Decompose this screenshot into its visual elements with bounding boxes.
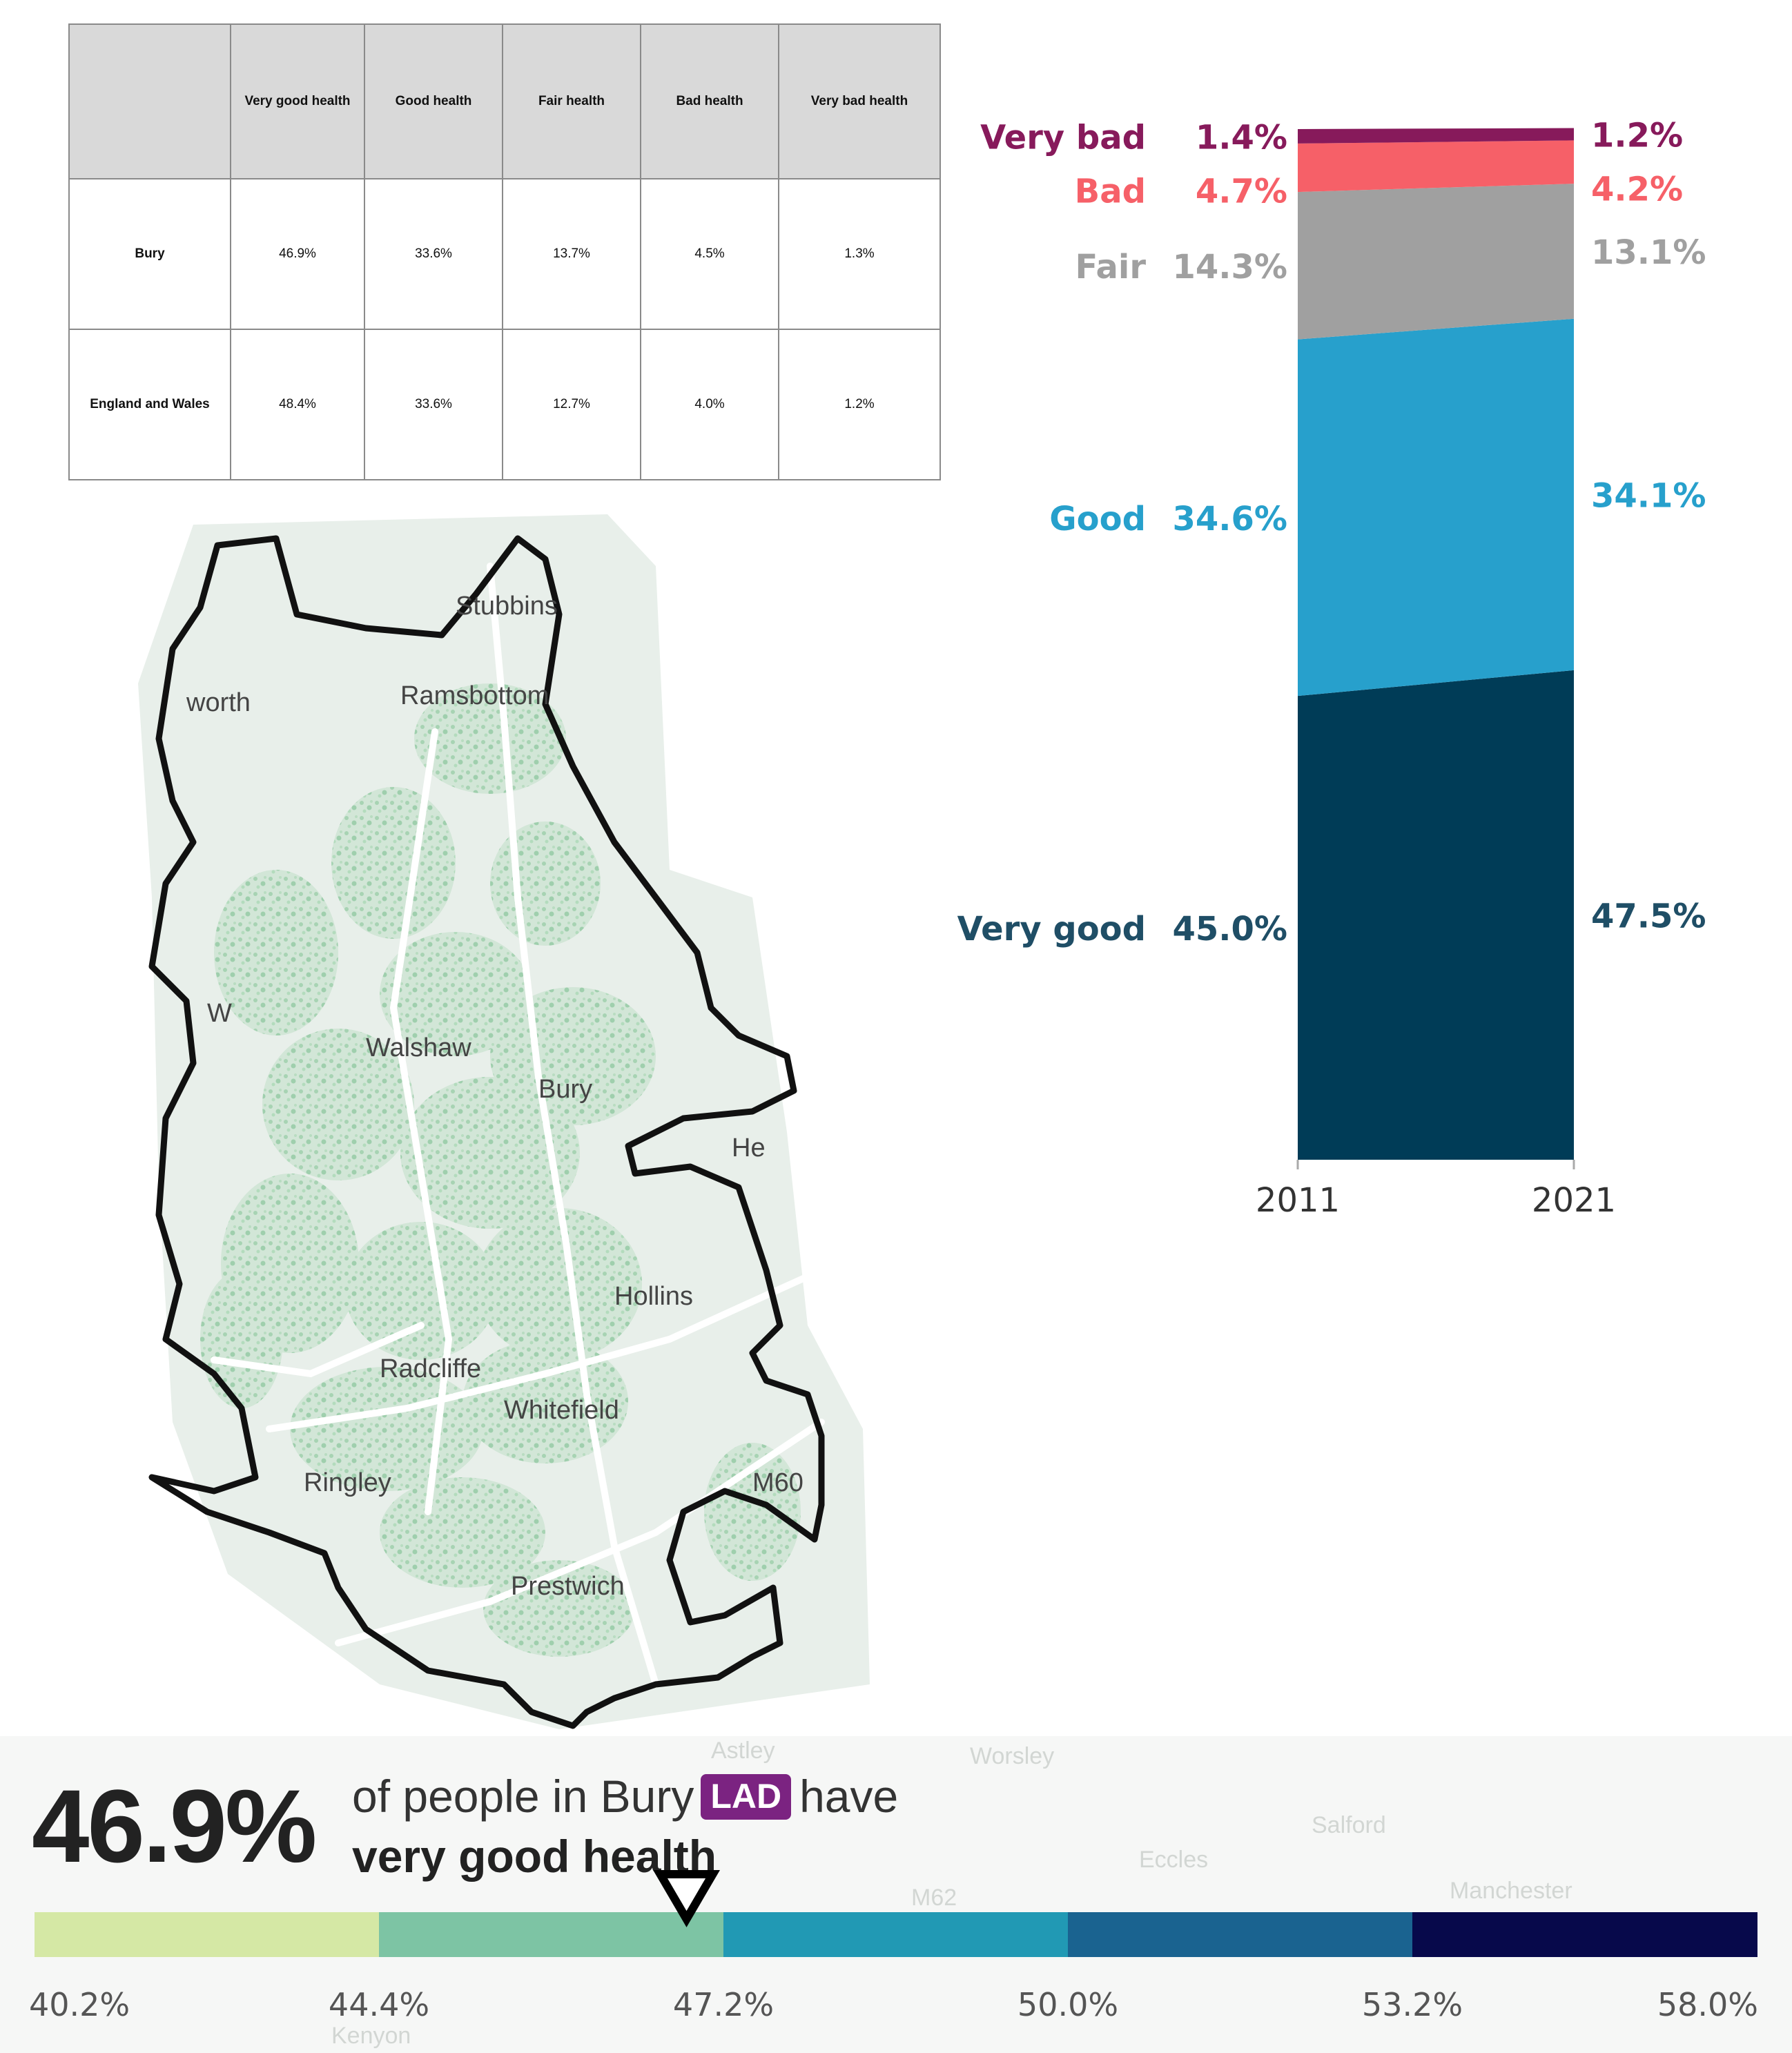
series-name-label: Very good <box>957 910 1146 948</box>
place-label: Ringley <box>304 1468 391 1497</box>
place-label: M60 <box>752 1468 804 1497</box>
table-cell: 33.6% <box>364 178 503 330</box>
table-cell: 12.7% <box>502 329 641 480</box>
headline-suffix: have <box>799 1771 899 1822</box>
place-label: Bury <box>538 1075 592 1104</box>
health-stacked-chart: Very bad 1.4% 1.2% Bad 4.7% 4.2% Fair 14.3% 13.1… <box>957 116 1706 1220</box>
table-row: Bury 46.9% 33.6% 13.7% 4.5% 1.3% <box>68 178 941 330</box>
column-header <box>68 23 231 179</box>
headline-prefix: of people in Bury <box>352 1771 694 1822</box>
value-label-2021: 4.2% <box>1591 170 1683 208</box>
legend-bin <box>723 1912 1069 1957</box>
value-label-2011: 34.6% <box>1172 500 1287 538</box>
column-header: Very bad health <box>778 23 941 179</box>
choropleth-legend: 40.2% 44.4% 47.2% 50.0% 53.2% 58.0% <box>29 1870 1758 2023</box>
background-place-label: Worsley <box>970 1743 1055 1769</box>
row-header: England and Wales <box>68 329 231 480</box>
value-label-2021: 47.5% <box>1591 897 1706 935</box>
area-band <box>1298 670 1574 1160</box>
column-header: Bad health <box>640 23 779 179</box>
value-label-2011: 1.4% <box>1196 118 1287 157</box>
legend-break-label: 47.2% <box>673 1986 774 2023</box>
headline-text: of people in Bury LAD have <box>352 1769 898 1824</box>
background-place-label: Salford <box>1312 1812 1386 1838</box>
legend-bin <box>1068 1912 1413 1957</box>
place-label: Prestwich <box>511 1572 625 1601</box>
table-cell: 1.2% <box>778 329 941 480</box>
place-label: worth <box>186 688 251 717</box>
background-place-label: Kenyon <box>331 2023 411 2049</box>
place-label: W <box>207 999 232 1028</box>
place-label: Stubbins <box>456 592 558 621</box>
place-label: Hollins <box>614 1282 693 1311</box>
table-cell: 4.5% <box>640 178 779 330</box>
series-name-label: Very bad <box>980 118 1146 157</box>
column-header: Very good health <box>230 23 365 179</box>
legend-break-label: 58.0% <box>1657 1986 1758 2023</box>
table-cell: 13.7% <box>502 178 641 330</box>
place-label: Radcliffe <box>380 1354 481 1383</box>
legend-bin <box>1412 1912 1757 1957</box>
x-tick-label: 2011 <box>1256 1181 1340 1220</box>
column-header: Fair health <box>502 23 641 179</box>
value-label-2011: 45.0% <box>1172 910 1287 948</box>
legend-break-label: 53.2% <box>1362 1986 1463 2023</box>
place-label: Whitefield <box>504 1396 619 1425</box>
area-band <box>1298 140 1574 193</box>
value-label-2011: 14.3% <box>1172 248 1287 286</box>
place-label: He <box>732 1133 766 1162</box>
table-header-row: Very good health Good health Fair health… <box>68 23 941 179</box>
health-comparison-table: Very good health Good health Fair health… <box>68 23 941 480</box>
value-label-2021: 1.2% <box>1591 116 1683 155</box>
background-place-label: Eccles <box>1139 1847 1209 1873</box>
legend-break-label: 50.0% <box>1017 1986 1118 2023</box>
column-header: Good health <box>364 23 503 179</box>
series-name-label: Bad <box>1075 172 1146 211</box>
value-marker <box>653 1870 720 1927</box>
area-band <box>1298 184 1574 340</box>
area-band <box>1298 128 1574 144</box>
table-cell: 1.3% <box>778 178 941 330</box>
row-header: Bury <box>68 178 231 330</box>
legend-bin <box>379 1912 724 1957</box>
bury-boundary <box>148 535 825 1729</box>
background-place-label: M62 <box>911 1885 957 1911</box>
series-name-label: Good <box>1049 500 1146 538</box>
table-cell: 46.9% <box>230 178 365 330</box>
x-tick-label: 2021 <box>1532 1181 1616 1220</box>
map-roads <box>211 563 825 1688</box>
table-row: England and Wales 48.4% 33.6% 12.7% 4.0%… <box>68 329 941 480</box>
headline-value: 46.9% <box>32 1768 317 1884</box>
summary-panel: Astley Worsley Salford Eccles M62 Manche… <box>0 1736 1792 2053</box>
value-label-2021: 13.1% <box>1591 233 1706 272</box>
value-label-2011: 4.7% <box>1196 172 1287 211</box>
legend-break-label: 40.2% <box>29 1986 130 2023</box>
area-band <box>1298 318 1574 697</box>
table-cell: 48.4% <box>230 329 365 480</box>
value-label-2021: 34.1% <box>1591 476 1706 515</box>
legend-break-label: 44.4% <box>329 1986 429 2023</box>
lad-badge: LAD <box>701 1774 792 1820</box>
background-place-label: Astley <box>711 1738 775 1764</box>
bury-map: Stubbins Ramsbottom Walshaw Bury Hollins… <box>138 514 870 1729</box>
legend-bin <box>35 1912 380 1957</box>
place-label: Walshaw <box>366 1033 471 1062</box>
place-label: Ramsbottom <box>400 681 549 710</box>
table-cell: 33.6% <box>364 329 503 480</box>
series-name-label: Fair <box>1075 248 1147 286</box>
background-place-label: Manchester <box>1450 1878 1572 1904</box>
table-cell: 4.0% <box>640 329 779 480</box>
